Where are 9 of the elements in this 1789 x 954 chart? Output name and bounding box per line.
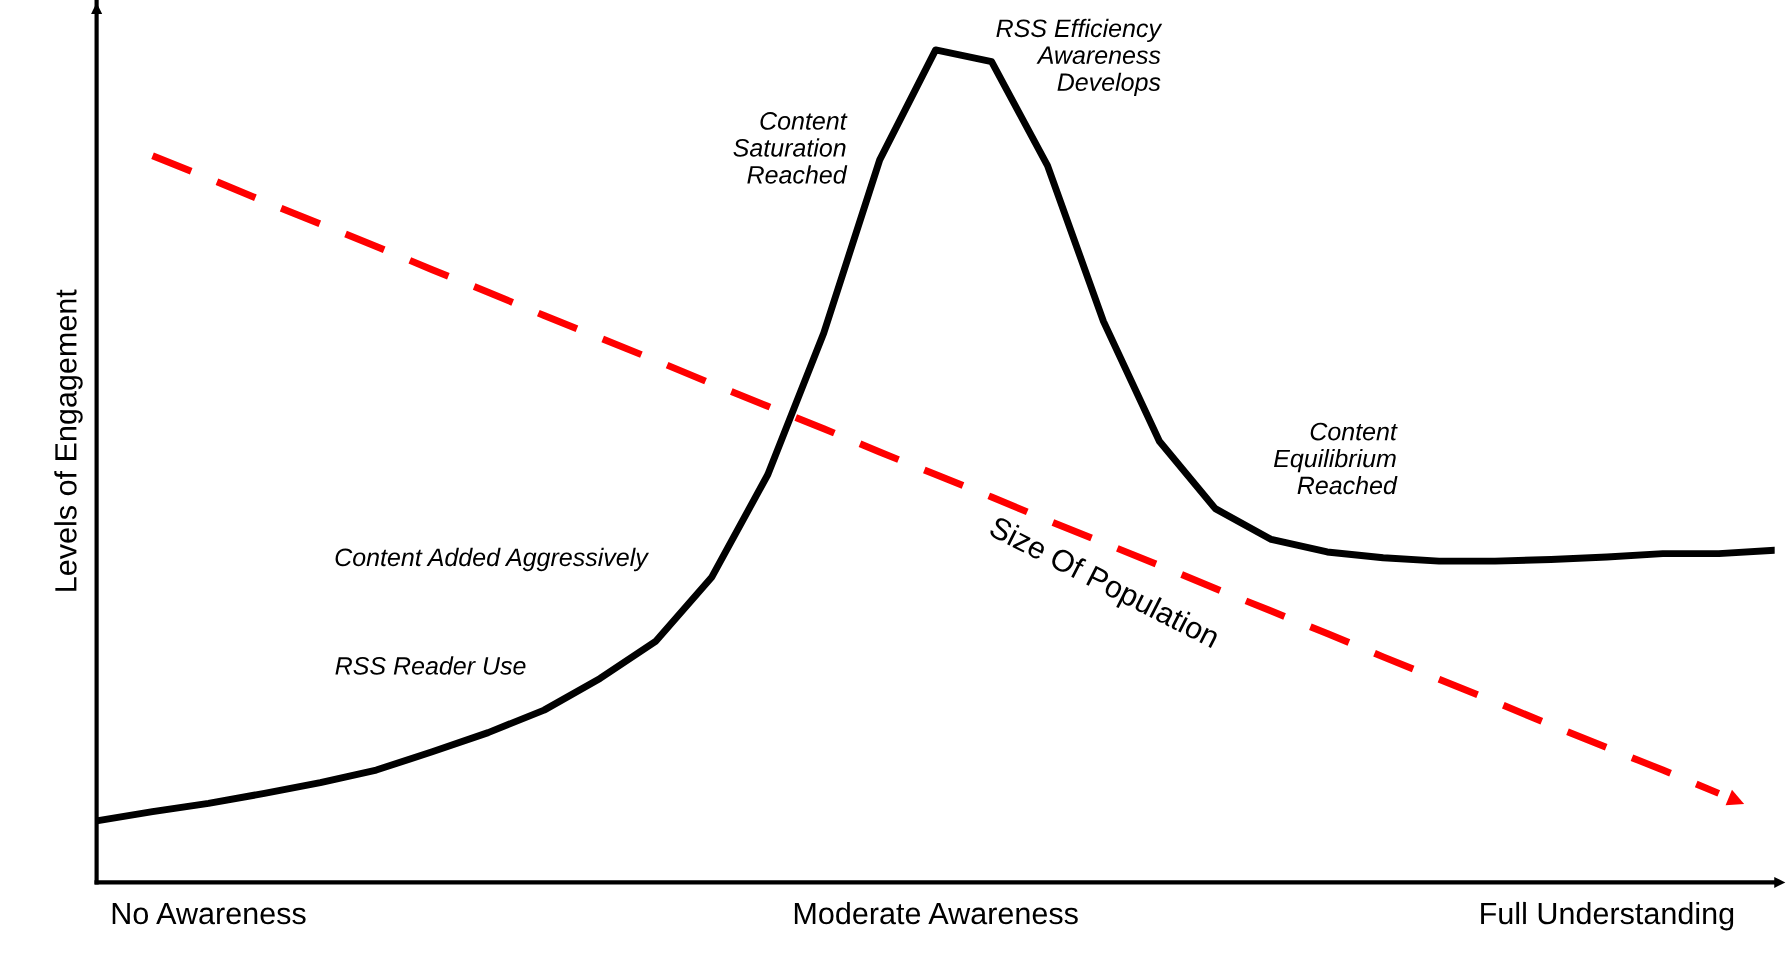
annotation: RSS Efficiency Awareness Develops <box>996 18 1163 96</box>
x-tick-label: No Awareness <box>112 903 306 925</box>
x-tick-label: Full Understanding <box>1481 901 1734 931</box>
x-tick-label: Moderate Awareness <box>794 901 1078 925</box>
annotation: Content Saturation Reached <box>733 112 848 184</box>
y-axis-title: Levels of Engagement <box>54 289 83 591</box>
annotation: Content Equilibrium Reached <box>1273 422 1398 495</box>
annotation: Content Added Aggressively <box>335 547 650 572</box>
annotation: RSS Reader Use <box>335 656 526 675</box>
